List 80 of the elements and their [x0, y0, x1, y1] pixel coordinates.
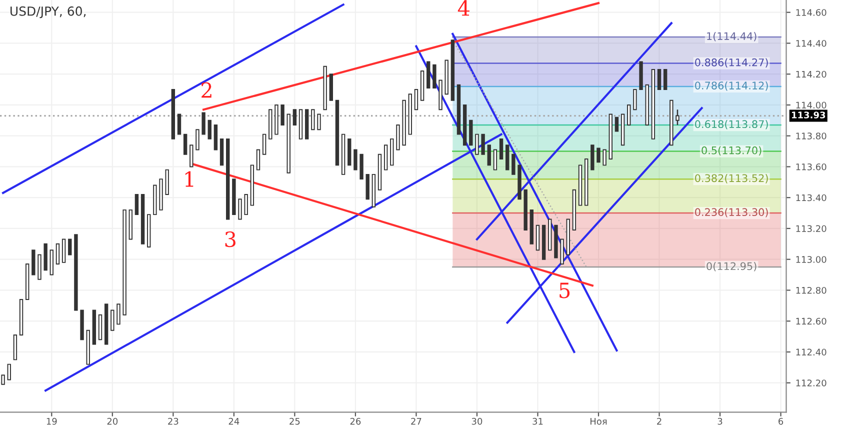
x-tick-label: 6: [778, 418, 784, 425]
candlestick: [627, 104, 631, 126]
candlestick: [190, 144, 194, 168]
y-tick-label: 114.20: [796, 70, 826, 78]
x-tick-label: 2: [657, 418, 662, 425]
candlestick: [202, 112, 206, 135]
candlestick: [481, 134, 485, 155]
candlestick: [280, 104, 284, 126]
x-tick-label: 27: [411, 418, 422, 425]
x-tick-label: 19: [46, 418, 57, 425]
candlestick: [116, 304, 120, 325]
candlestick: [196, 129, 200, 150]
candlestick: [487, 144, 491, 166]
series-label: 0(112.95): [706, 262, 756, 272]
y-tick-label: 112.60: [796, 318, 826, 325]
candlestick: [7, 364, 11, 380]
series-label: 0.382(113.52): [695, 174, 768, 184]
series-label: 0.886(114.27): [695, 58, 768, 68]
candlestick: [1, 374, 5, 385]
annotation: 2: [202, 82, 212, 98]
candlestick: [208, 120, 212, 140]
y-tick-label: 113.80: [796, 132, 826, 140]
x-tick-label: 20: [107, 418, 118, 425]
candlestick: [177, 114, 182, 135]
y-tick-label: 112.20: [796, 380, 826, 386]
x-tick-label: Ноя: [590, 418, 607, 425]
candlestick: [244, 194, 248, 216]
candlestick: [596, 148, 600, 163]
x-tick-label: 26: [350, 418, 361, 425]
candlestick: [432, 64, 436, 88]
y-tick-label: 112.80: [796, 286, 826, 294]
x-tick-label: 31: [532, 418, 543, 425]
series-label: 0.236(113.30): [695, 208, 768, 218]
candlestick: [354, 149, 358, 170]
x-tick-label: 23: [168, 418, 178, 425]
series-label: 0.618(113.87): [695, 120, 768, 130]
annotation: 3: [225, 231, 236, 248]
candlestick: [311, 109, 315, 130]
series-label: 1(114.44): [707, 32, 756, 42]
annotation: 5: [560, 282, 570, 298]
candlestick: [134, 194, 139, 216]
x-tick-label: 25: [290, 418, 300, 425]
candlestick: [614, 116, 619, 132]
x-tick-label: 24: [228, 418, 240, 425]
candlestick: [56, 243, 60, 264]
candlestick: [493, 149, 498, 170]
candlestick: [499, 138, 504, 160]
x-tick-label: 30: [472, 418, 482, 425]
y-tick-label: 114.40: [796, 40, 826, 47]
candlestick: [256, 149, 260, 170]
annotation: 1: [185, 171, 194, 187]
candlestick: [62, 238, 66, 263]
y-tick-label: 113.00: [796, 256, 826, 263]
candlestick: [317, 114, 321, 130]
series-label: 0.5(113.70): [702, 146, 762, 156]
candlestick: [292, 109, 297, 126]
annotation: 4: [458, 0, 470, 16]
chart-title: USD/JPY, 60,: [10, 6, 86, 18]
candlestick: [512, 154, 516, 175]
y-tick-label: 114.00: [796, 102, 826, 109]
y-tick-label: 112.40: [796, 348, 826, 356]
candlestick: [633, 89, 637, 110]
y-tick-label: 113.60: [796, 163, 826, 170]
candlestick: [657, 68, 662, 90]
candlestick: [414, 89, 418, 110]
series-label: 0.786(114.12): [695, 81, 768, 91]
candlestick: [676, 108, 680, 126]
x-tick-label: 3: [718, 418, 722, 425]
candlestick: [663, 68, 668, 90]
candlestick: [238, 198, 242, 220]
candlestick: [183, 134, 188, 155]
ref-line-label: 113.93: [792, 112, 826, 118]
candlestick: [602, 149, 606, 166]
y-tick-label: 113.20: [796, 225, 826, 232]
candlestick: [262, 134, 266, 155]
y-tick-label: 114.60: [796, 9, 826, 16]
candlestick: [110, 310, 114, 331]
y-tick-label: 113.40: [796, 194, 826, 202]
candlestick: [475, 134, 479, 155]
candlestick: [68, 238, 72, 256]
